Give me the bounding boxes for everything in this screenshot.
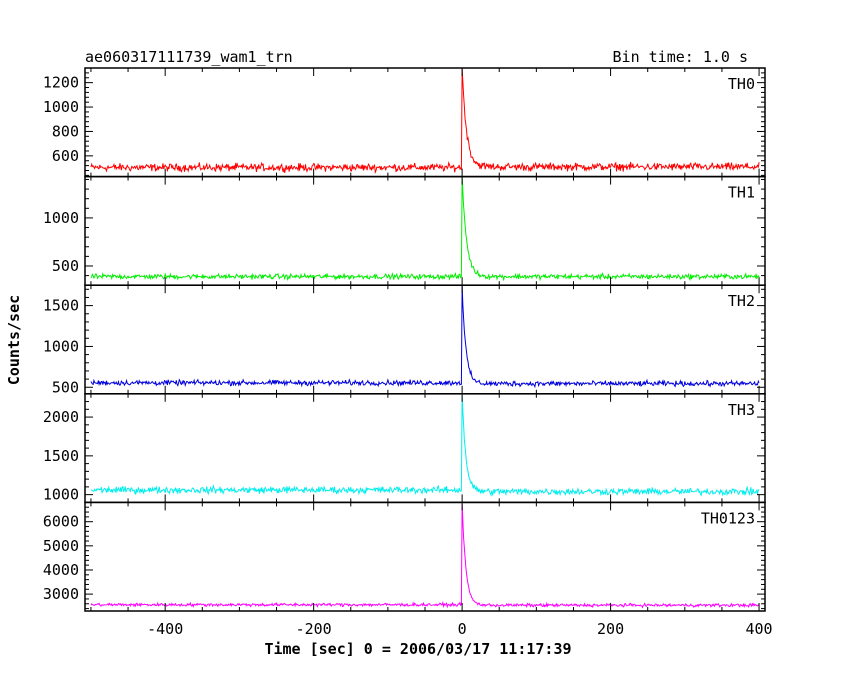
y-tick-label: 5000 (43, 537, 79, 555)
series-line-th1 (90, 176, 760, 282)
panel-label-th1: TH1 (728, 184, 755, 202)
panel-label-th0: TH0 (728, 75, 755, 93)
panel-frame (84, 175, 766, 286)
y-tick-label: 1500 (43, 297, 79, 315)
panel-frame (84, 393, 766, 504)
x-axis-label: Time [sec] 0 = 2006/03/17 11:17:39 (264, 640, 571, 658)
panel-frame (84, 501, 766, 612)
y-tick-label: 4000 (43, 561, 79, 579)
panel-th0123: 3000 4000 5000 6000 TH0123 (43, 501, 766, 612)
y-tick-label: 1000 (43, 98, 79, 116)
x-tick-label: -200 (296, 620, 332, 638)
y-axis-label: Counts/sec (5, 295, 23, 385)
panel-label-th0123: TH0123 (701, 509, 755, 527)
series-line-th2 (90, 285, 760, 389)
y-tick-label: 3000 (43, 585, 79, 603)
y-tick-label: 6000 (43, 513, 79, 531)
y-tick-label: 600 (52, 147, 79, 165)
panel-th2: 500 1000 1500 TH2 (43, 284, 766, 396)
panel-th1: 500 1000 TH1 (43, 175, 766, 286)
panel-frame (84, 67, 766, 178)
panel-frame (84, 284, 766, 395)
panels: 600 800 1000 1200 TH0 500 1000 TH1 500 1000 1500 TH… (43, 67, 766, 612)
panel-label-th3: TH3 (728, 401, 755, 419)
y-tick-label: 500 (52, 257, 79, 275)
y-tick-label: 1200 (43, 74, 79, 92)
x-tick-label: 400 (746, 620, 773, 638)
x-tick-label: 0 (458, 620, 467, 638)
y-tick-label: 1000 (43, 337, 79, 355)
x-tick-label: 200 (597, 620, 624, 638)
x-axis: -400 -200 0 200 400 (147, 620, 772, 638)
series-line-th3 (90, 395, 760, 498)
y-tick-label: 500 (52, 378, 79, 396)
panel-th0: 600 800 1000 1200 TH0 (43, 67, 766, 178)
panel-th3: 1000 1500 2000 TH3 (43, 393, 766, 504)
panel-label-th2: TH2 (728, 292, 755, 310)
series-line-th0 (90, 69, 760, 175)
chart-title: ae060317111739_wam1_trn (85, 48, 293, 66)
series-line-th0123 (90, 503, 760, 609)
bin-time-label: Bin time: 1.0 s (613, 48, 748, 66)
y-tick-label: 1500 (43, 447, 79, 465)
y-tick-label: 800 (52, 122, 79, 140)
y-tick-label: 1000 (43, 486, 79, 504)
y-tick-label: 1000 (43, 209, 79, 227)
y-tick-label: 2000 (43, 408, 79, 426)
x-tick-label: -400 (147, 620, 183, 638)
